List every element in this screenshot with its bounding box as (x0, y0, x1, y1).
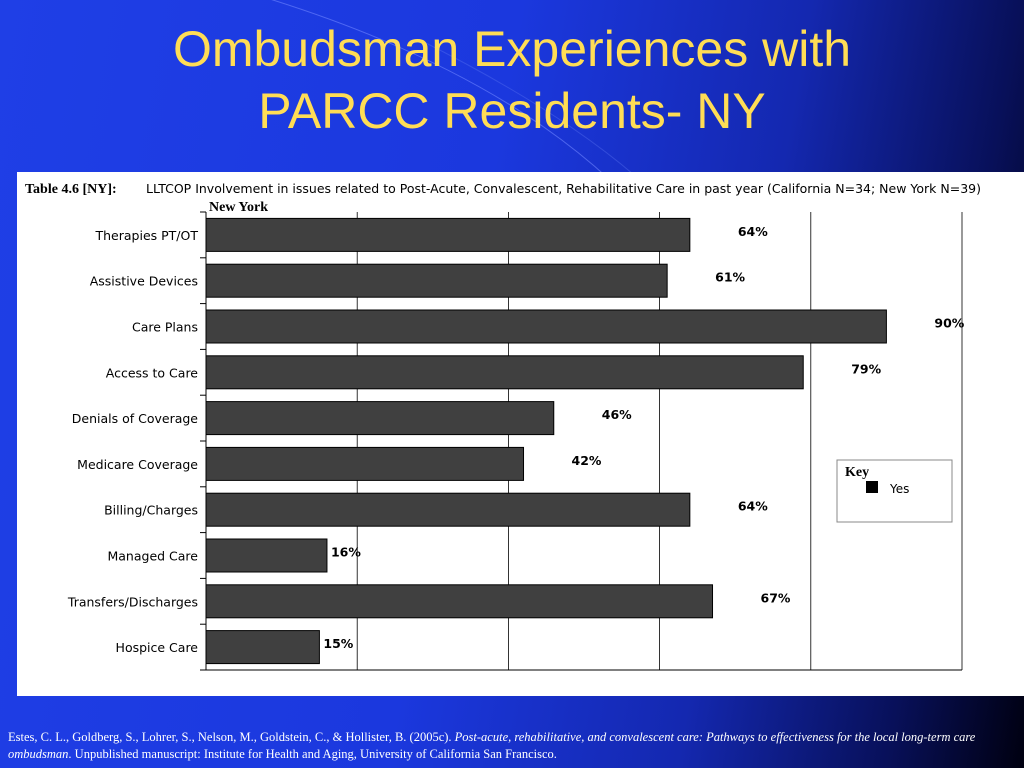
bar (205, 309, 887, 344)
bar (205, 263, 668, 298)
legend-swatch (866, 481, 878, 493)
category-label: Managed Care (107, 549, 198, 564)
category-label: Denials of Coverage (72, 411, 199, 426)
legend-entry-yes: Yes (889, 482, 909, 496)
category-label: Medicare Coverage (77, 457, 198, 472)
data-label: 61% (715, 270, 745, 285)
slide-title-line-1: Ombudsman Experiences with (172, 21, 852, 77)
citation-authors: Estes, C. L., Goldberg, S., Lohrer, S., … (8, 730, 455, 744)
data-label: 64% (738, 224, 768, 239)
bar (205, 355, 804, 390)
legend: Key Yes (836, 459, 953, 523)
citation: Estes, C. L., Goldberg, S., Lohrer, S., … (8, 729, 1008, 763)
data-label: 16% (331, 545, 361, 560)
category-label: Transfers/Discharges (67, 594, 198, 609)
data-label: 46% (602, 407, 632, 422)
category-label: Hospice Care (116, 640, 199, 655)
slide-title-line-2: PARCC Residents- NY (258, 83, 766, 139)
bar-chart: Table 4.6 [NY]: LLTCOP Involvement in is… (25, 181, 986, 696)
data-label: 90% (934, 316, 964, 331)
table-label: Table 4.6 [NY]: (25, 182, 117, 197)
category-label: Assistive Devices (90, 274, 198, 289)
x-tick-label: 0% (192, 694, 221, 696)
data-label: 42% (572, 453, 602, 468)
bar (205, 446, 525, 481)
bar (205, 584, 714, 619)
bar (205, 401, 555, 436)
x-tick-label: 40% (489, 694, 527, 696)
chart-title: LLTCOP Involvement in issues related to … (146, 181, 981, 196)
slide-title: Ombudsman Experiences with PARCC Residen… (0, 18, 1024, 142)
x-tick-label: 20% (338, 694, 376, 696)
legend-box (836, 459, 953, 523)
citation-publisher: . Unpublished manuscript: Institute for … (68, 747, 557, 761)
chart-subtitle: New York (209, 200, 268, 215)
bar (205, 538, 328, 573)
category-label: Therapies PT/OT (95, 228, 199, 243)
bar (205, 217, 691, 252)
category-label: Billing/Charges (104, 503, 198, 518)
citation-work-title: Post-acute, rehabilitative, and convales… (8, 730, 976, 761)
chart-panel: Table 4.6 [NY]: LLTCOP Involvement in is… (17, 172, 1024, 696)
bar (205, 492, 691, 527)
x-tick-label: 100% (938, 694, 986, 696)
data-label: 79% (851, 361, 881, 376)
category-label: Access to Care (106, 365, 199, 380)
data-label: 67% (761, 590, 791, 605)
data-label: 15% (323, 636, 353, 651)
data-label: 64% (738, 499, 768, 514)
bar (205, 630, 320, 665)
category-label: Care Plans (132, 320, 198, 335)
legend-title: Key (845, 465, 869, 480)
x-tick-label: 60% (641, 694, 679, 696)
x-tick-label: 80% (792, 694, 830, 696)
